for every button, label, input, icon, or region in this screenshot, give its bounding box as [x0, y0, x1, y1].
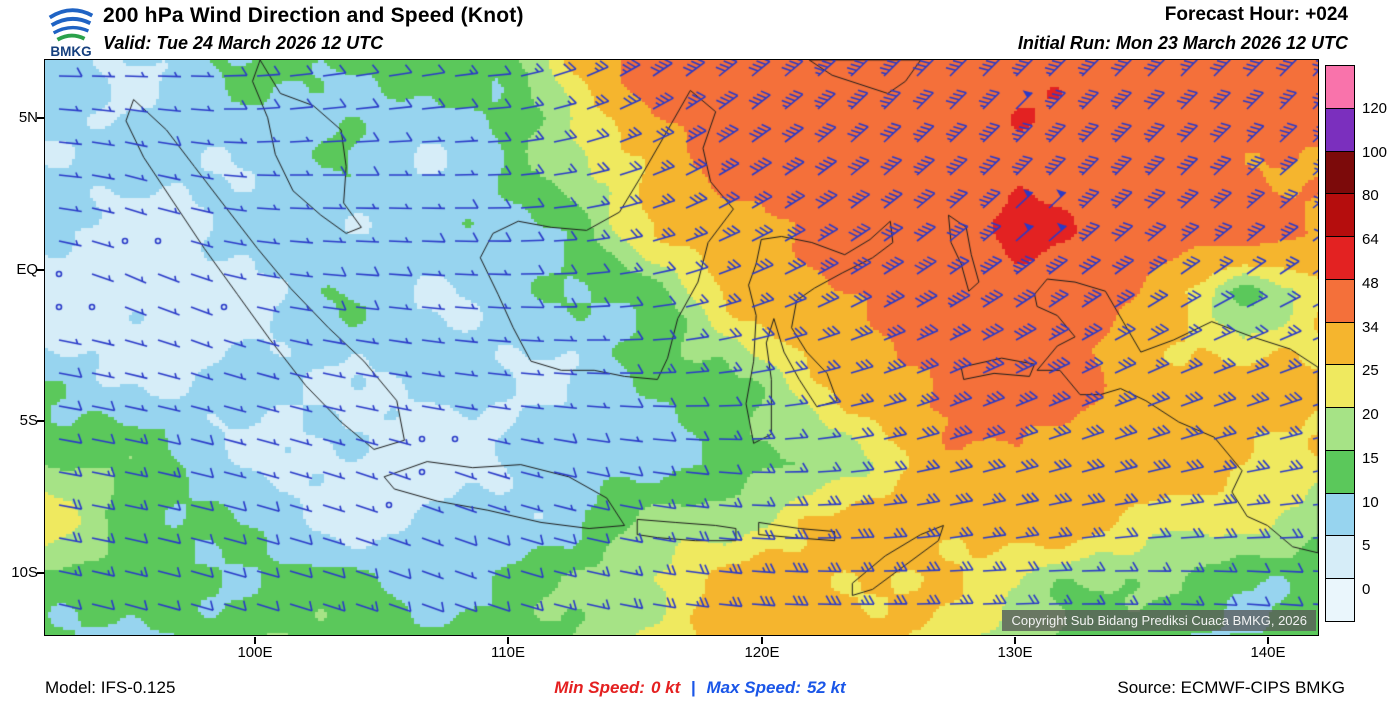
model-label: Model: IFS-0.125	[45, 678, 176, 697]
min-max-speed: Min Speed: 0 kt | Max Speed: 52 kt	[0, 678, 1400, 698]
legend-swatch	[1325, 65, 1355, 109]
lon-axis-label: 140E	[1250, 644, 1286, 661]
lon-axis-label: 100E	[237, 644, 273, 661]
min-speed-label: Min Speed:	[554, 678, 645, 697]
lat-axis-tick	[37, 117, 44, 119]
lon-axis-label: 130E	[997, 644, 1033, 661]
lat-axis-label: 5N	[18, 109, 38, 126]
lat-axis-label: EQ	[16, 261, 38, 278]
legend-swatch	[1325, 193, 1355, 238]
legend-swatch	[1325, 321, 1355, 366]
max-speed-label: Max Speed:	[706, 678, 801, 697]
legend-label: 120	[1362, 99, 1388, 117]
map-area: Copyright Sub Bidang Prediksi Cuaca BMKG…	[44, 59, 1319, 636]
legend-swatch	[1325, 236, 1355, 280]
bmkg-logo: BMKG	[42, 0, 100, 59]
source-label: Source: ECMWF-CIPS BMKG	[1117, 678, 1345, 697]
legend-swatch	[1325, 107, 1355, 152]
lat-axis-label: 10S	[11, 564, 38, 581]
lon-axis-label: 110E	[491, 644, 525, 661]
initial-run: Initial Run: Mon 23 March 2026 12 UTC	[1017, 33, 1348, 53]
legend-label: 64	[1362, 231, 1379, 249]
legend-label: 15	[1362, 449, 1379, 467]
legend-label: 48	[1362, 274, 1379, 292]
valid-time: Valid: Tue 24 March 2026 12 UTC	[103, 33, 384, 53]
page-title: 200 hPa Wind Direction and Speed (Knot)	[103, 4, 524, 27]
lon-axis-tick	[254, 637, 256, 644]
lon-axis-tick	[507, 637, 509, 644]
legend-label: 80	[1362, 187, 1379, 205]
color-scale-legend	[1325, 65, 1355, 622]
bmkg-logo-text: BMKG	[50, 44, 91, 59]
lon-axis-tick	[1014, 637, 1016, 644]
bmkg-logo-icon: BMKG	[48, 8, 94, 59]
legend-swatch	[1325, 449, 1355, 494]
legend-swatch	[1325, 535, 1355, 580]
legend-swatch	[1325, 492, 1355, 537]
copyright-note: Copyright Sub Bidang Prediksi Cuaca BMKG…	[1002, 610, 1316, 631]
lat-axis-tick	[37, 420, 44, 422]
legend-swatch	[1325, 278, 1355, 323]
legend-label: 0	[1362, 581, 1371, 599]
lat-axis-tick	[37, 269, 44, 271]
legend-label: 100	[1362, 143, 1388, 161]
legend-swatch	[1325, 578, 1355, 622]
wind-map-canvas	[45, 60, 1318, 635]
legend-swatch	[1325, 364, 1355, 409]
forecast-hour: Forecast Hour: +024	[1164, 4, 1348, 25]
lat-axis-label: 5S	[19, 412, 38, 429]
lon-axis-label: 120E	[744, 644, 780, 661]
min-speed-value: 0 kt	[650, 678, 681, 697]
lon-axis-tick	[761, 637, 763, 644]
legend-label: 5	[1362, 537, 1371, 555]
min-max-separator: |	[690, 678, 696, 697]
legend-label: 25	[1362, 362, 1379, 380]
lat-axis-tick	[37, 572, 44, 574]
legend-label: 10	[1362, 493, 1379, 511]
legend-swatch	[1325, 150, 1355, 195]
lon-axis-tick	[1267, 637, 1269, 644]
legend-label: 20	[1362, 406, 1379, 424]
legend-swatch	[1325, 407, 1355, 451]
max-speed-value: 52 kt	[806, 678, 846, 697]
legend-label: 34	[1362, 318, 1379, 336]
